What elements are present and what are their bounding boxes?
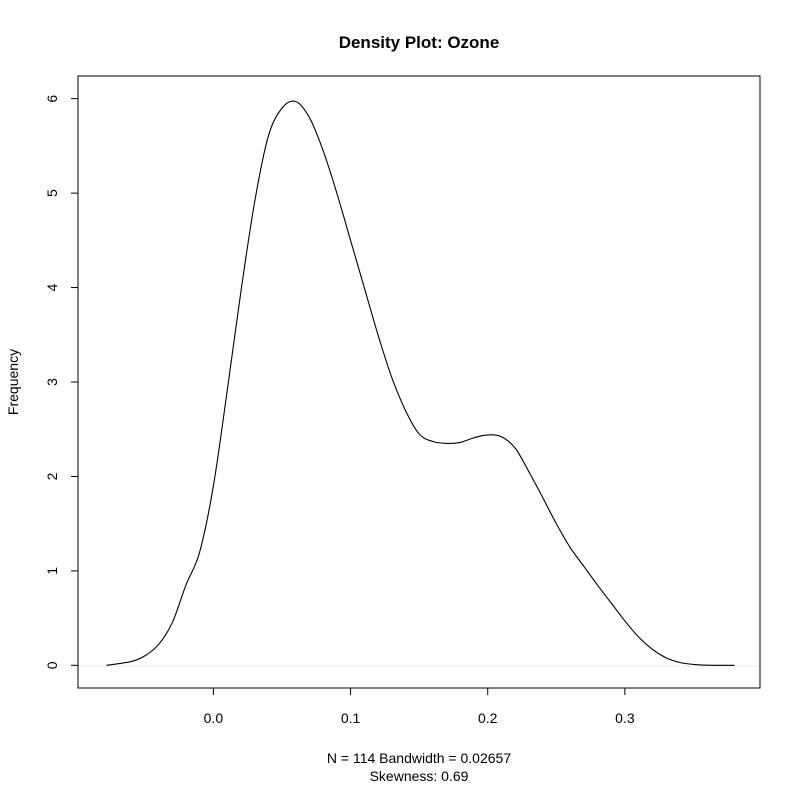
- y-tick-label: 1: [44, 567, 60, 575]
- y-tick-label: 2: [44, 472, 60, 480]
- x-tick-label: 0.2: [478, 710, 498, 726]
- y-tick-label: 0: [44, 661, 60, 669]
- x-axis-label-line1: N = 114 Bandwidth = 0.02657: [327, 750, 511, 766]
- y-tick-label: 4: [44, 283, 60, 291]
- density-curve: [106, 100, 735, 666]
- y-tick-label: 3: [44, 378, 60, 386]
- x-tick-label: 0.1: [341, 710, 361, 726]
- x-tick-label: 0.0: [204, 710, 224, 726]
- x-axis: 0.0 0.1 0.2 0.3: [204, 687, 635, 726]
- plot-frame: [77, 75, 761, 689]
- y-tick-label: 6: [44, 95, 60, 103]
- y-axis: 0 1 2 3 4 5 6: [44, 95, 79, 669]
- chart-title: Density Plot: Ozone: [339, 33, 500, 52]
- y-axis-label: Frequency: [5, 349, 21, 415]
- x-tick-label: 0.3: [615, 710, 635, 726]
- y-tick-label: 5: [44, 189, 60, 197]
- x-axis-label-line2: Skewness: 0.69: [370, 768, 469, 784]
